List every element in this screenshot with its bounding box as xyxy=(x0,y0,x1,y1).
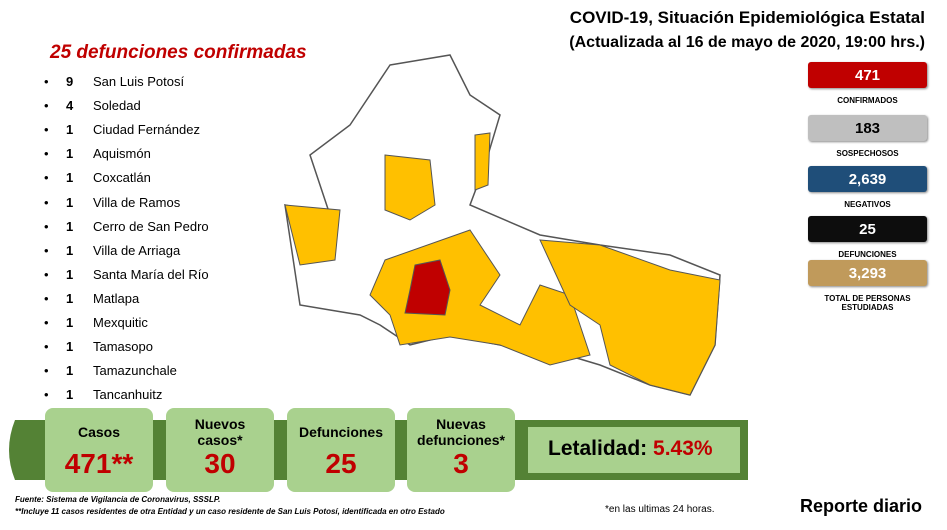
bullet: • xyxy=(44,242,49,258)
note: **Incluye 11 casos residentes de otra En… xyxy=(15,507,445,516)
region xyxy=(384,154,436,221)
death-count: 1 xyxy=(66,194,74,210)
bullet: • xyxy=(44,387,49,403)
note-24h: *en las ultimas 24 horas. xyxy=(605,504,715,515)
municipality: Villa de Ramos xyxy=(93,194,181,210)
death-count: 1 xyxy=(66,315,74,330)
bullet: • xyxy=(44,74,49,89)
stat-box: 25 xyxy=(808,216,927,242)
summary-label: Defunciones xyxy=(298,424,383,440)
municipality: Mexquitic xyxy=(93,315,148,330)
municipality: Matlapa xyxy=(93,290,140,306)
summary-label: Nuevos casos* xyxy=(194,416,246,448)
bullet: • xyxy=(44,98,49,114)
summary-label: Casos xyxy=(77,424,121,440)
letalidad-box xyxy=(528,427,740,473)
deaths-title: 25 defunciones confirmadas xyxy=(50,42,307,63)
municipality: Tancanhuitz xyxy=(93,387,163,403)
municipality: San Luis Potosí xyxy=(93,74,185,89)
death-count: 1 xyxy=(66,170,74,186)
summary-box: Defunciones 25 xyxy=(287,408,395,492)
letalidad-value: 5.43% xyxy=(653,437,713,460)
summary-value: 30 xyxy=(204,448,236,479)
death-count: 1 xyxy=(66,242,74,258)
stat-box: 2,639 xyxy=(808,166,927,192)
municipality: Soledad xyxy=(93,98,141,114)
bullet: • xyxy=(44,290,49,306)
bullet: • xyxy=(44,218,49,234)
summary-value: 3 xyxy=(453,448,469,479)
municipality: Cerro de San Pedro xyxy=(93,218,209,234)
summary-box: Casos 471** xyxy=(45,408,153,492)
death-count: 1 xyxy=(66,146,74,162)
bullet: • xyxy=(44,363,49,379)
stat-box: 183 xyxy=(808,115,927,141)
title: COVID-19, Situación Epidemiológica Estat… xyxy=(569,8,925,27)
death-count: 1 xyxy=(66,339,74,355)
death-count: 1 xyxy=(66,363,74,379)
summary-box: Nuevos casos* 30 xyxy=(166,408,274,492)
municipality: Tamasopo xyxy=(93,339,153,355)
bullet: • xyxy=(44,266,49,282)
source: Fuente: Sistema de Vigilancia de Coronav… xyxy=(15,495,221,504)
death-count: 1 xyxy=(66,266,74,282)
stat-label: NEGATIVOS xyxy=(844,200,891,209)
letalidad: Letalidad: 5.43% xyxy=(548,437,713,461)
death-count: 4 xyxy=(66,98,74,114)
region xyxy=(284,204,341,266)
stat-box: 471 xyxy=(808,62,927,88)
region xyxy=(474,132,491,191)
summary-value: 471** xyxy=(64,448,134,479)
death-count: 9 xyxy=(66,74,74,89)
bullet: • xyxy=(44,122,49,138)
summary-label: Nuevas defunciones* xyxy=(417,416,505,448)
bullet: • xyxy=(44,194,49,210)
municipality: Ciudad Fernández xyxy=(93,122,200,138)
bullet: • xyxy=(44,315,49,330)
summary-value: 25 xyxy=(325,448,357,479)
stat-box: 3,293 xyxy=(808,260,927,286)
death-count: 1 xyxy=(66,122,74,138)
municipality: Coxcatlán xyxy=(93,170,151,186)
letalidad-label: Letalidad: xyxy=(548,437,648,460)
stat-label: CONFIRMADOS xyxy=(837,96,898,105)
death-count: 1 xyxy=(66,290,74,306)
region-highlight xyxy=(404,259,451,316)
death-count: 1 xyxy=(66,387,74,403)
region xyxy=(539,239,721,396)
municipality: Villa de Arriaga xyxy=(93,242,181,258)
bullet: • xyxy=(44,339,49,355)
subtitle: (Actualizada al 16 de mayo de 2020, 19:0… xyxy=(569,34,925,51)
map xyxy=(284,54,721,396)
municipality: Aquismón xyxy=(93,146,151,162)
report-label: Reporte diario xyxy=(800,496,923,516)
stat-label: DEFUNCIONES xyxy=(838,250,897,259)
summary-box: Nuevas defunciones* 3 xyxy=(407,408,515,492)
bullet: • xyxy=(44,146,49,162)
municipality: Santa María del Río xyxy=(93,266,209,282)
municipality: Tamazunchale xyxy=(93,363,177,379)
death-count: 1 xyxy=(66,218,74,234)
bullet: • xyxy=(44,170,49,186)
stat-label: SOSPECHOSOS xyxy=(836,149,899,158)
stat-label: TOTAL DE PERSONAS ESTUDIADAS xyxy=(824,294,911,312)
